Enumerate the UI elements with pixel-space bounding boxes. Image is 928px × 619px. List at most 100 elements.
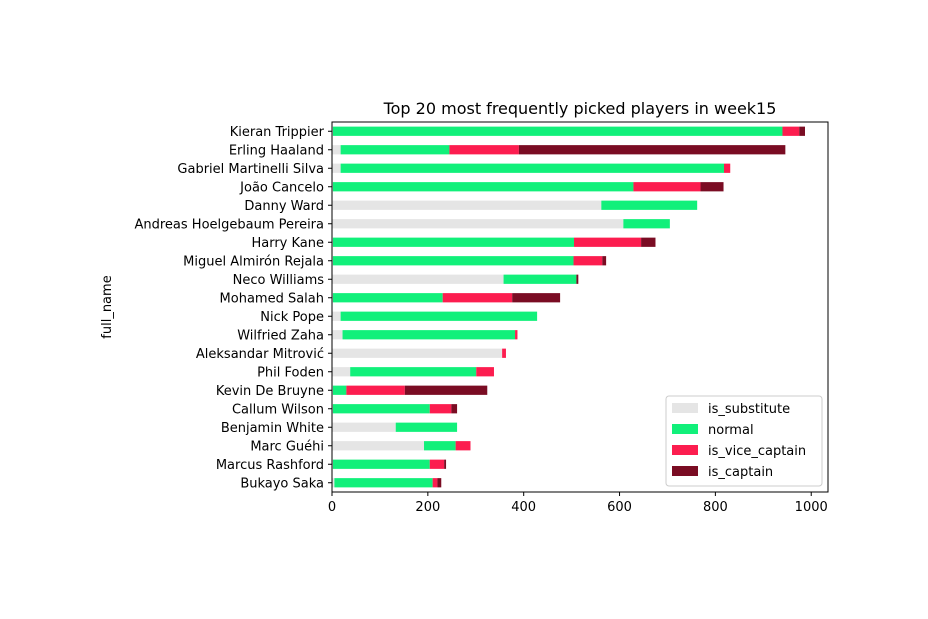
bar-is-substitute	[332, 163, 341, 173]
chart-title: Top 20 most frequently picked players in…	[383, 99, 777, 118]
y-tick-label: Erling Haaland	[229, 143, 324, 158]
y-tick-label: Kevin De Bruyne	[216, 384, 324, 399]
bar-is-substitute	[332, 478, 335, 488]
plot-frame	[331, 121, 829, 493]
y-tick-label: Aleksandar Mitrović	[196, 347, 324, 362]
y-tick-label: João Cancelo	[239, 180, 324, 195]
y-tick-label: Harry Kane	[251, 236, 324, 251]
legend-label: is_vice_captain	[708, 444, 806, 459]
legend-swatch-is-vice-captain	[672, 445, 698, 455]
x-tick-label: 800	[703, 500, 728, 515]
y-tick-label: Benjamin White	[221, 421, 324, 436]
y-tick-label: Neco Williams	[233, 273, 325, 288]
bar-is-vice-captain	[574, 237, 642, 247]
bar-is-captain	[404, 385, 488, 395]
bar-is-vice-captain	[449, 145, 519, 155]
bar-is-captain	[799, 126, 805, 136]
y-tick-label: Miguel Almirón Rejala	[183, 254, 324, 269]
bar-normal	[332, 237, 575, 247]
bar-normal	[334, 478, 433, 488]
bar-is-substitute	[332, 274, 504, 284]
y-tick-label: Wilfried Zaha	[237, 328, 324, 343]
bar-is-vice-captain	[346, 385, 405, 395]
legend-label: is_substitute	[708, 402, 790, 417]
bar-is-vice-captain	[633, 182, 701, 192]
bars	[332, 126, 805, 488]
bar-normal	[332, 182, 634, 192]
y-tick-label: Nick Pope	[260, 310, 324, 325]
bar-is-captain	[700, 182, 724, 192]
x-tick-label: 200	[415, 500, 440, 515]
bar-normal	[340, 163, 725, 173]
legend-swatch-is-substitute	[672, 403, 698, 413]
bar-normal	[332, 293, 443, 303]
bar-normal	[350, 367, 477, 377]
bar-is-vice-captain	[429, 404, 452, 414]
bar-normal	[332, 126, 783, 136]
bar-is-substitute	[332, 422, 396, 432]
bar-is-captain	[576, 274, 579, 284]
y-tick-label: Andreas Hoelgebaum Pereira	[134, 217, 324, 232]
bar-is-vice-captain	[429, 459, 445, 469]
bar-is-captain	[518, 145, 786, 155]
y-tick-label: Marc Guéhi	[250, 439, 324, 454]
bar-normal	[332, 385, 347, 395]
bar-is-captain	[437, 478, 442, 488]
bar-is-substitute	[332, 219, 624, 229]
legend-swatch-is-captain	[672, 466, 698, 476]
bar-normal	[332, 459, 430, 469]
bar-is-vice-captain	[782, 126, 800, 136]
legend-label: normal	[708, 423, 754, 438]
bar-is-captain	[641, 237, 656, 247]
bar-is-vice-captain	[476, 367, 494, 377]
bar-is-substitute	[332, 348, 503, 358]
x-tick-label: 400	[511, 500, 536, 515]
bar-is-substitute	[332, 367, 351, 377]
legend-swatch-normal	[672, 424, 698, 434]
bar-normal	[395, 422, 458, 432]
bar-is-vice-captain	[432, 478, 438, 488]
bar-normal	[340, 311, 538, 321]
bar-normal	[332, 404, 430, 414]
x-tick-label: 0	[328, 500, 336, 515]
legend-label: is_captain	[708, 465, 773, 480]
bar-normal	[503, 274, 577, 284]
bar-is-captain	[444, 459, 447, 469]
bar-is-captain	[512, 293, 561, 303]
bar-is-vice-captain	[455, 441, 471, 451]
bar-normal	[601, 200, 698, 210]
y-tick-label: Phil Foden	[257, 365, 324, 380]
y-tick-label: Marcus Rashford	[216, 458, 324, 473]
y-tick-label: Kieran Trippier	[230, 125, 325, 140]
bar-normal	[623, 219, 670, 229]
bar-is-vice-captain	[573, 256, 603, 266]
y-tick-labels: Kieran Trippier Erling Haaland Gabriel Mar…	[134, 125, 332, 491]
bar-is-captain	[451, 404, 458, 414]
bar-is-vice-captain	[502, 348, 506, 358]
bar-is-substitute	[332, 441, 425, 451]
bar-is-substitute	[332, 311, 341, 321]
bar-normal	[332, 256, 574, 266]
y-tick-label: Danny Ward	[244, 199, 324, 214]
bar-normal	[340, 145, 450, 155]
y-axis-label: full_name	[100, 275, 115, 338]
y-tick-label: Mohamed Salah	[220, 291, 324, 306]
bar-normal	[424, 441, 456, 451]
x-tick-label: 1000	[795, 500, 828, 515]
bar-normal	[342, 330, 516, 340]
bar-is-substitute	[332, 200, 602, 210]
x-tick-label: 600	[607, 500, 632, 515]
y-tick-label: Bukayo Saka	[240, 476, 324, 491]
x-axis: 0 200 400 600 800 1000	[328, 492, 828, 515]
bar-is-substitute	[332, 330, 343, 340]
bar-is-vice-captain	[442, 293, 513, 303]
bar-is-substitute	[332, 145, 341, 155]
y-tick-label: Gabriel Martinelli Silva	[177, 162, 324, 177]
bar-is-captain	[602, 256, 607, 266]
y-tick-label: Callum Wilson	[232, 402, 324, 417]
legend-box	[665, 395, 823, 487]
bar-is-vice-captain	[724, 163, 731, 173]
bar-is-vice-captain	[515, 330, 518, 340]
